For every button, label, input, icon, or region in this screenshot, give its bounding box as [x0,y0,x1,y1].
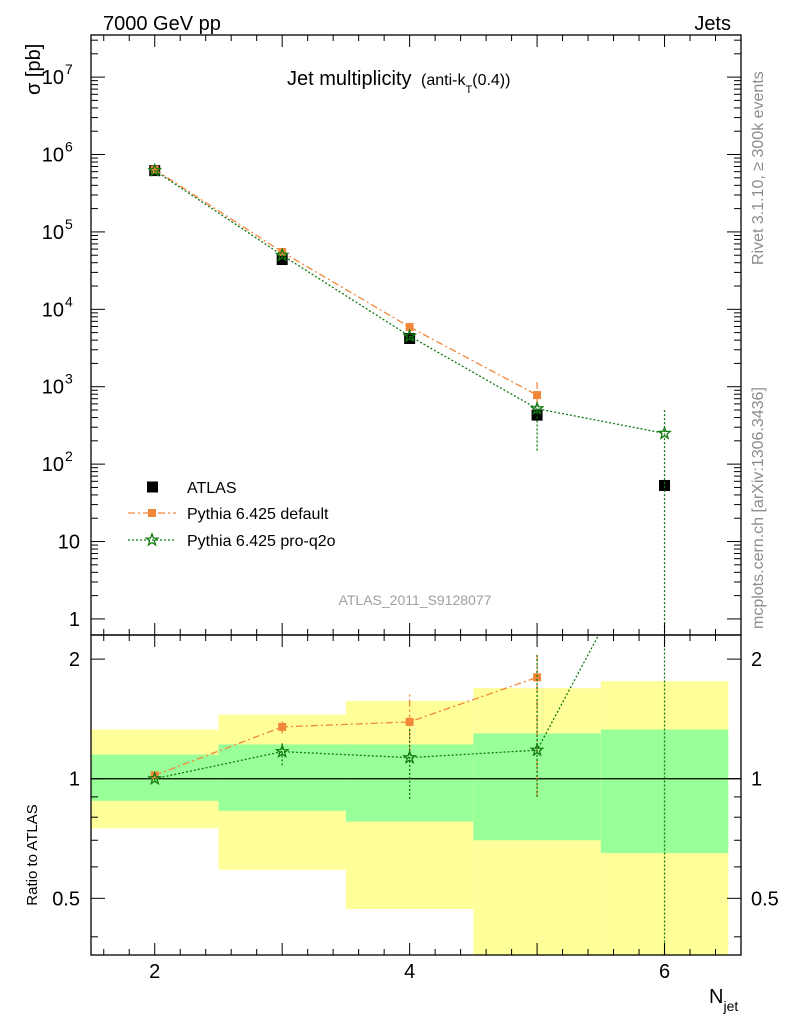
title-tail: (0.4)) [472,72,510,89]
atlas-point-5 [531,409,543,421]
series-2-ratio-point-3 [274,743,290,759]
series-1-point-5 [533,391,542,400]
series-2-point-5 [529,400,545,416]
band-inner-6 [600,729,729,854]
plot-frames [90,34,742,956]
x-axis-label-sub: jet [722,998,738,1014]
series-1-point-3 [278,248,287,257]
ratio-tick-label-l-0.5: 0.5 [52,888,80,910]
ratio-tick-label-l-1: 1 [69,769,80,791]
main-series [147,162,672,635]
series-1-ratio-point-3 [278,722,287,731]
ratio-tick-label-r-0.5: 0.5 [751,888,779,910]
title-main: Jet multiplicity [287,68,411,90]
series-1-line [154,168,538,396]
series-2-ratio-point-4 [402,749,418,765]
x-tick-label-4: 4 [404,961,415,983]
y-tick-label-1000000: 10 [42,145,64,167]
y-tick-exp-10000000: 7 [65,61,73,77]
y-tick-exp-1000: 3 [65,371,73,387]
ratio-bands [91,681,729,955]
mcplots-info: mcplots.cern.ch [arXiv:1306.3436] [750,387,767,629]
y-tick-label-1000: 10 [42,377,64,399]
ratio-tick-label-r-1: 1 [751,769,762,791]
series-2-ratio-point-5 [529,742,545,757]
series-1-ratio-point-4 [405,717,414,726]
rivet-info: Rivet 3.1.10, ≥ 300k events [750,71,767,265]
plot-title: Jet multiplicity (anti-kT(0.4)) [287,68,510,96]
y-tick-exp-100000: 5 [65,216,73,232]
x-axis-label-main: N [709,986,723,1008]
series-1-point-4 [405,323,414,332]
header-energy: 7000 GeV pp [103,13,221,35]
y-tick-label-1: 1 [69,609,80,631]
series-2-point-6 [657,425,672,440]
legend-marker-1 [148,509,156,517]
y-axis-label: σ [pb] [23,44,45,95]
analysis-id: ATLAS_2011_S9128077 [339,592,492,608]
y-tick-label-100: 10 [42,454,64,476]
series-2-ratio-point-2 [147,770,163,786]
title-suffix: (anti-k [421,72,466,89]
header-category: Jets [694,13,731,35]
y-tick-exp-100: 2 [65,448,73,464]
series-1-ratio-line [154,676,538,776]
legend-label-2: Pythia 6.425 pro-q2o [187,533,336,550]
y-tick-label-100000: 10 [42,222,64,244]
ratio-series [147,635,666,955]
legend-marker-2 [144,532,160,547]
series-1-point-2 [150,165,159,174]
series-2-point-3 [274,247,290,262]
ratio-tick-label-r-2: 2 [751,649,762,671]
series-1-ratio-point-2 [150,771,159,780]
legend-marker-atlas [147,481,158,493]
ratio-tick-label-l-2: 2 [69,649,80,671]
legend-label-1: Pythia 6.425 default [187,506,329,523]
x-tick-label-2: 2 [149,961,160,983]
series-1-ratio-point-5 [533,673,542,682]
ratio-frame [90,634,742,956]
atlas-point-6 [659,479,671,491]
y-tick-exp-1000000: 6 [65,139,73,155]
ratio-axis-label: Ratio to ATLAS [24,804,41,905]
legend: ATLAS Pythia 6.425 default Pythia 6.425 pr… [128,480,336,550]
y-tick-label-10: 10 [58,532,80,554]
series-2-point-2 [147,162,163,177]
x-tick-label-6: 6 [659,961,670,983]
y-tick-label-10000: 10 [42,299,64,321]
y-tick-label-10000000: 10 [42,67,64,89]
x-axis-label: Njet [709,986,738,1014]
legend-label-0: ATLAS [187,480,237,497]
series-2-point-4 [402,328,418,343]
atlas-point-3 [276,254,288,266]
title-sub: T [466,84,473,96]
y-tick-exp-10000: 4 [65,293,73,309]
series-2-line [154,170,665,434]
